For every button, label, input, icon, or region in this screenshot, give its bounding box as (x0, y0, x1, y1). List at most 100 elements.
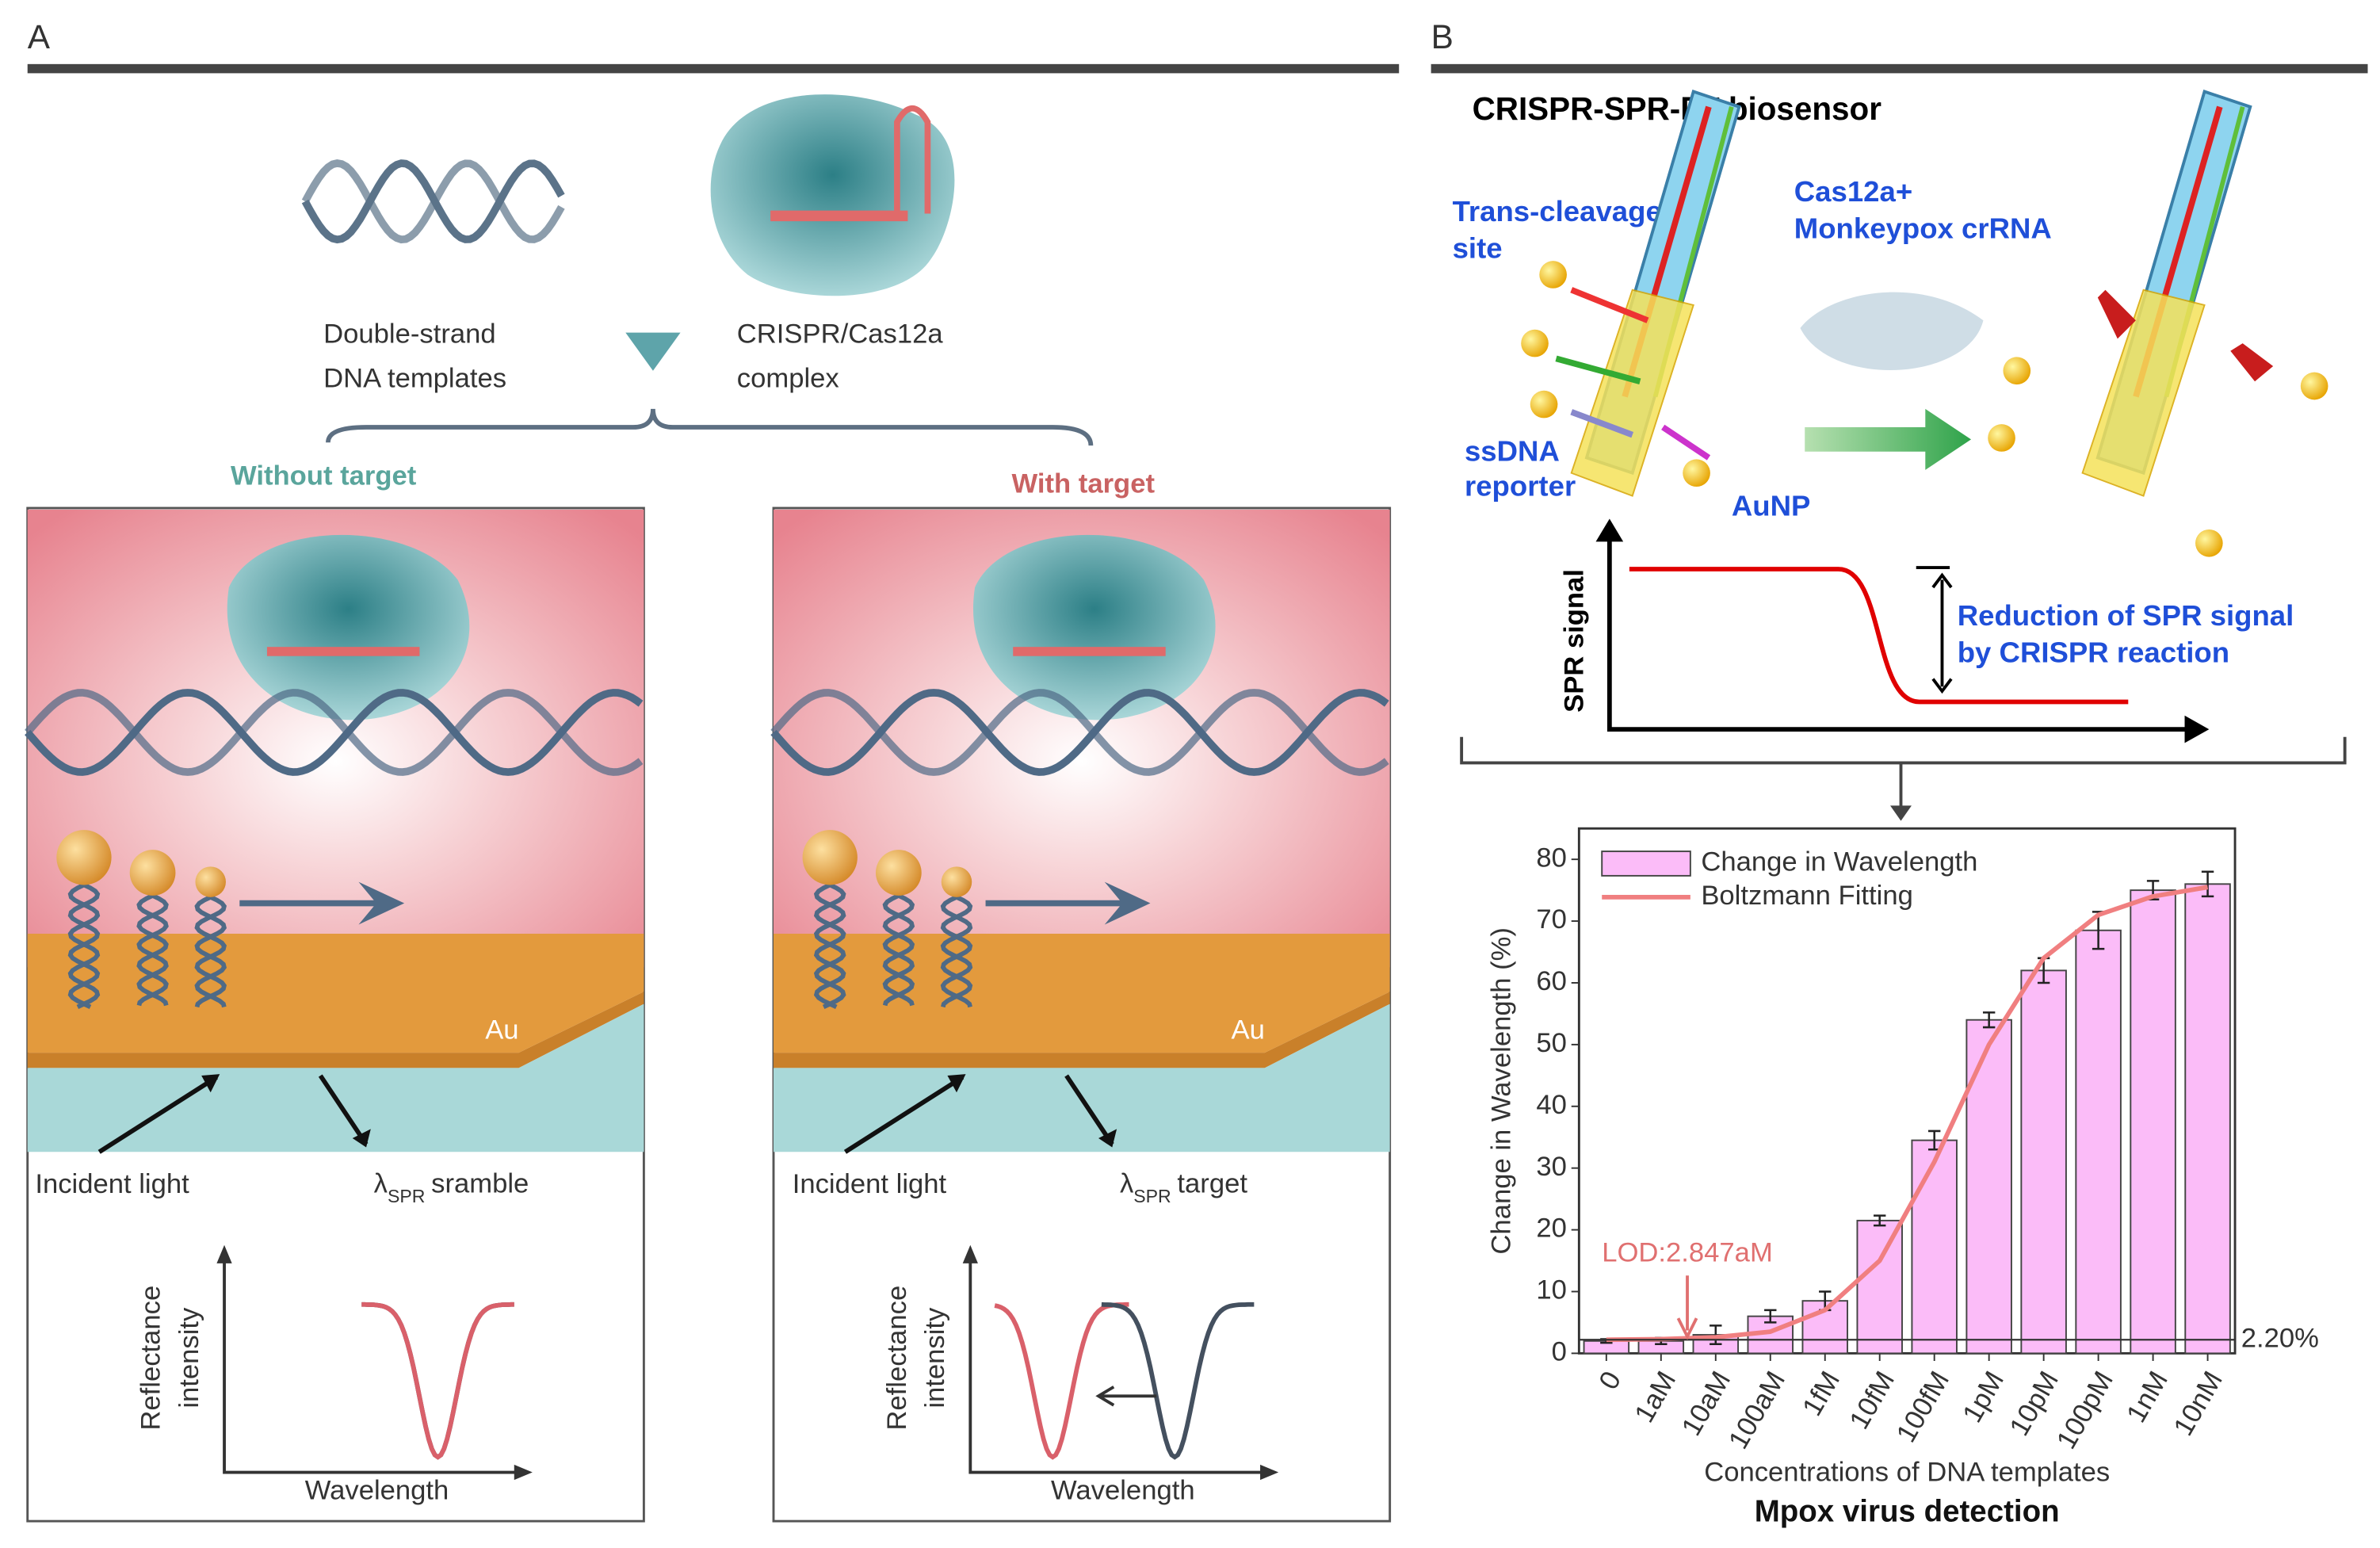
crispr-complex (1800, 292, 1984, 371)
blue-label: Monkeypox crRNA (1794, 212, 2052, 244)
crrna-loop (894, 105, 931, 214)
error-bar (1764, 1309, 1777, 1324)
bar (2130, 889, 2176, 1355)
brace (326, 408, 1094, 446)
gold-film (1570, 289, 1694, 497)
gold-surface (774, 934, 1390, 1053)
plot-x-label: Wavelength (305, 1476, 449, 1506)
y-tick-label: 30 (1536, 1152, 1567, 1182)
y-tick-label: 50 (1536, 1028, 1567, 1058)
spr-symbol: λ (374, 1169, 388, 1199)
reporter (1570, 287, 1649, 323)
gold-particle (802, 830, 858, 885)
light-out (318, 1074, 369, 1146)
plot-axes (968, 1251, 1273, 1474)
glass (774, 1003, 1390, 1152)
gold-edge (774, 992, 1390, 1068)
surface-label: Au (485, 1015, 518, 1045)
gold-film (2081, 289, 2206, 497)
blue-label: reporter (1465, 470, 1576, 503)
plot-y-label: Reflectance (136, 1286, 166, 1431)
signal-axis-label: SPR signal (1560, 569, 1590, 713)
spr-subscript: SPR (1133, 1186, 1171, 1206)
transfer-arrow (239, 881, 405, 925)
incident-label: Incident light (793, 1169, 947, 1199)
plot-y-label: intensity (174, 1307, 204, 1408)
dna-strand (770, 689, 1389, 776)
reference-label: 2.20% (2241, 1323, 2319, 1353)
error-bar (1982, 1011, 1996, 1029)
crrna (1013, 647, 1166, 656)
reporter (1661, 424, 1711, 461)
bracket-arrow (1890, 805, 1912, 821)
reporter-strand (194, 895, 227, 1008)
aunp (1539, 261, 1567, 289)
plot-x-label: Wavelength (1051, 1476, 1195, 1506)
gold-particle (875, 850, 922, 896)
transfer-arrow (985, 881, 1151, 925)
light-in (843, 1075, 965, 1154)
labels: Double-strand DNA templates CRISPR/Cas12… (231, 90, 2294, 713)
panel-label: A (28, 18, 51, 55)
y-tick-label: 10 (1536, 1275, 1567, 1305)
blue-label: ssDNA (1465, 434, 1560, 467)
glass (27, 1003, 644, 1152)
x-tick-label: 1pM (1957, 1366, 2010, 1428)
legend-swatch (1601, 850, 1691, 877)
reporter-strand (136, 893, 169, 1007)
gold-surface (27, 934, 644, 1053)
lod-arrow (1676, 1275, 1698, 1340)
cas12a-complex (710, 94, 955, 296)
plot-frame (1577, 827, 2237, 1355)
bar (1911, 1139, 1958, 1355)
plot-axes (223, 1251, 527, 1474)
y-tick-label: 20 (1536, 1214, 1567, 1244)
reporter-strand (194, 895, 227, 1008)
lod-annotation: LOD:2.847aM (1602, 1237, 1773, 1267)
header-rule (1431, 63, 2368, 74)
blue-label: by CRISPR reaction (1958, 636, 2229, 668)
biosensor-title: CRISPR-SPR-FT biosensor (1473, 90, 1882, 127)
cleavage-arrows (2097, 289, 2274, 382)
y-axis-label: Change in Wavelength (%) (1486, 927, 1516, 1255)
error-bar (1874, 1214, 1886, 1227)
x-tick-label: 1aM (1629, 1366, 1683, 1428)
aunp (1988, 424, 2015, 452)
fit-line (1606, 885, 2209, 1343)
crrna (266, 647, 420, 656)
input-label: complex (737, 363, 839, 393)
gold-edge (27, 992, 644, 1068)
gold-particle (129, 850, 176, 896)
header-rule (27, 63, 1400, 74)
x-tick-label: 1nM (2121, 1366, 2174, 1428)
surface-label: Au (1231, 1015, 1264, 1045)
reporter-strand (813, 882, 846, 1010)
signal-curve (1629, 567, 2129, 705)
spr-label: λSPR sramble (374, 1169, 529, 1206)
spr-label: λSPR target (1120, 1169, 1247, 1206)
reflectance-curve (1101, 1301, 1255, 1460)
reduction-marker (1916, 566, 1953, 694)
blue-label: Reduction of SPR signal (1958, 599, 2294, 632)
dna-strand (770, 689, 1389, 776)
panel-label: B (1431, 18, 1454, 55)
gold-particle (941, 866, 972, 897)
bar (2075, 929, 2122, 1355)
y-tick-label: 70 (1536, 904, 1567, 935)
cas12a (972, 534, 1216, 720)
reporter (1555, 355, 1641, 384)
reporter (1570, 409, 1634, 438)
x-tick-label: 10nM (2168, 1366, 2229, 1441)
spr-text: sramble (431, 1169, 529, 1199)
light-in (97, 1075, 218, 1154)
error-bar (2201, 870, 2214, 898)
aunp (1521, 329, 1549, 357)
bar (1966, 1019, 2012, 1355)
aunp (2003, 357, 2031, 385)
aunp (1683, 459, 1710, 487)
plot-y-label: Reflectance (882, 1286, 912, 1431)
reporter-strand (882, 893, 915, 1007)
bracket (1460, 736, 2347, 809)
x-axis-label: Concentrations of DNA templates (1704, 1458, 2110, 1488)
y-tick-label: 40 (1536, 1090, 1567, 1120)
